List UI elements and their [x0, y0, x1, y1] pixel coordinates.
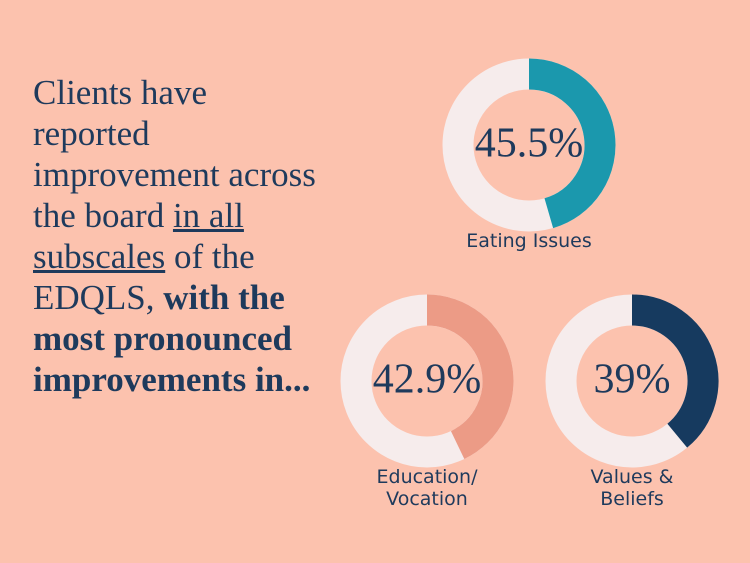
donut-arc — [528, 58, 616, 229]
value-label: 39% — [594, 357, 671, 403]
intro-part: of the EDQLS, — [33, 237, 255, 317]
donut-title: Eating Issues — [466, 230, 592, 252]
value-label: 42.9% — [373, 357, 482, 403]
intro-underlined: in all subscales — [33, 196, 244, 276]
intro-text: Clients have reported improvement across… — [33, 72, 323, 400]
intro-bold: with the most pronounced improvements in… — [33, 278, 311, 399]
value-label: 45.5% — [475, 121, 584, 167]
intro-part: Clients have reported improvement across… — [33, 73, 316, 235]
donut-arc — [426, 294, 514, 460]
donut-arc — [631, 294, 719, 448]
donut-title: Values & Beliefs — [590, 466, 674, 510]
donut-title: Education/ Vocation — [376, 466, 478, 510]
